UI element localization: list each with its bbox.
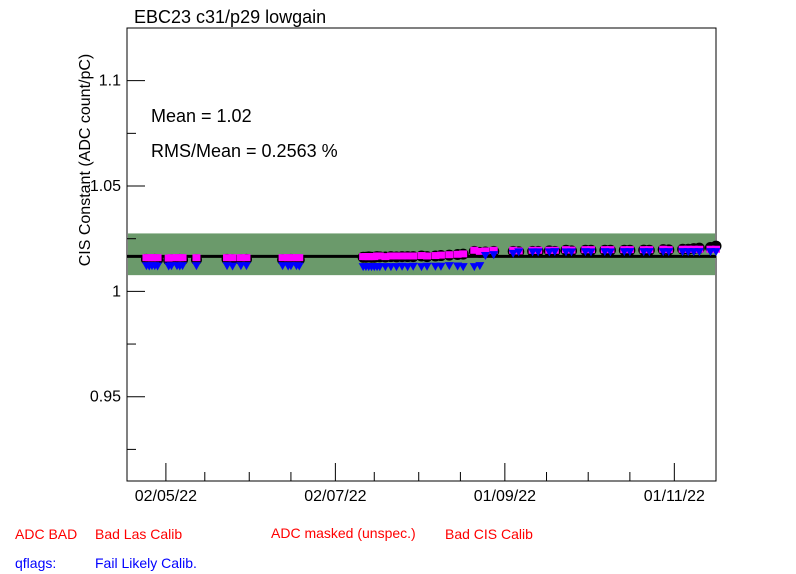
data-point-triangle [391,263,401,272]
data-point-triangle [241,262,251,271]
data-point-triangle [403,263,413,272]
legend-adc-masked: ADC masked (unspec.) [271,525,416,541]
data-point-triangle [533,248,543,257]
x-tick-label: 01/11/22 [644,488,705,505]
data-point-triangle [711,248,721,257]
data-point-square [417,252,426,260]
data-point-triangle [191,262,201,271]
data-point-triangle [153,262,163,271]
data-point-triangle [694,248,704,257]
mean-label: Mean = 1.02 [151,106,252,126]
y-tick-label: 1.05 [90,178,121,195]
data-point-square [278,254,287,262]
data-point-triangle [417,263,426,272]
data-point-triangle [469,263,479,272]
data-point-triangle [514,248,524,257]
data-point-square [436,251,445,259]
data-point-square [489,246,498,254]
data-point-triangle [228,262,238,271]
data-point-square [242,254,251,262]
data-point-triangle [605,248,615,257]
data-point-square [386,252,395,260]
data-point-square [153,254,162,262]
x-tick-label: 01/09/22 [474,488,536,505]
legend-qflags: qflags: [15,555,57,571]
data-point-square [236,254,245,262]
legend-bad-cis-calib: Bad CIS Calib [445,526,533,542]
data-point-square [392,252,401,260]
data-point-square [228,254,237,262]
data-point-square [286,254,295,262]
data-point-triangle [625,248,635,257]
data-point-square [178,254,187,262]
data-point-square [423,252,432,260]
data-point-square [167,254,176,262]
data-point-square [223,254,232,262]
data-point-square [453,250,462,258]
data-point-square [192,254,201,262]
data-point-square [459,250,468,258]
data-point-square [470,246,479,254]
data-point-square [431,252,440,260]
data-point-square [445,251,454,259]
data-point-triangle [444,262,454,271]
data-point-triangle [489,251,499,260]
x-tick-label: 02/07/22 [304,488,366,505]
data-point-square [375,252,384,260]
data-point-square [475,247,484,255]
data-point-triangle [586,248,596,257]
data-point-triangle [475,262,485,271]
y-tick-label: 1 [112,283,121,300]
y-axis-label: CIS Constant (ADC count/pC) [77,54,94,267]
data-point-triangle [480,251,490,260]
legend-adc-bad: ADC BAD [15,526,78,542]
chart-title: EBC23 c31/p29 lowgain [134,7,326,27]
data-point-triangle [550,248,560,257]
data-point-triangle [458,263,468,272]
data-point-triangle [644,248,654,257]
data-point-triangle [664,248,674,257]
data-point-triangle [422,262,432,271]
data-point-triangle [567,248,577,257]
data-point-square [481,247,490,255]
data-point-triangle [178,262,188,271]
legend-fail-likely-calib: Fail Likely Calib. [95,555,197,571]
data-point-triangle [408,262,418,271]
data-point-square [409,252,418,260]
y-tick-label: 0.95 [90,389,121,406]
data-point-square [403,252,412,260]
x-tick-label: 02/05/22 [135,488,197,505]
y-tick-label: 1.1 [99,73,121,90]
data-point-square [381,253,390,261]
data-point-square [398,252,407,260]
data-point-triangle [508,249,518,258]
data-point-triangle [436,262,446,271]
legend-bad-las-calib: Bad Las Calib [95,526,183,542]
rms-label: RMS/Mean = 0.2563 % [151,141,338,161]
data-point-square [295,254,304,262]
data-point-triangle [294,262,304,271]
data-point-triangle [544,248,554,257]
